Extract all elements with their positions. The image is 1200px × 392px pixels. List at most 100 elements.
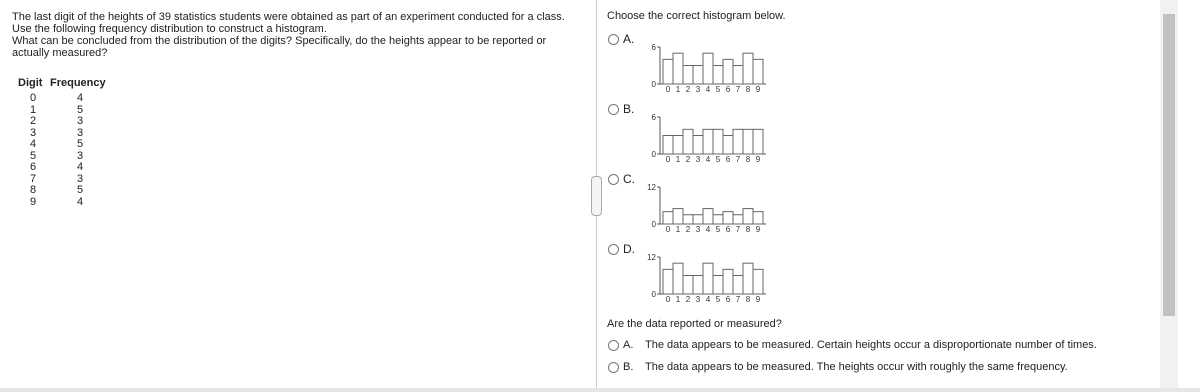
x-tick-label: 5 [716,155,721,164]
radio-button[interactable] [608,174,619,185]
table-cell: 5 [76,103,84,116]
x-tick-label: 8 [746,85,751,94]
table-cell: 4 [76,92,84,104]
x-tick-label: 2 [686,85,691,94]
radio-button[interactable] [608,340,619,351]
option-label: C. [623,172,635,186]
table-cell: 5 [29,149,37,162]
table-cell: 4 [76,161,84,173]
x-tick-label: 1 [676,155,681,164]
bar [662,268,674,295]
x-tick-label: 1 [676,295,681,304]
bar [722,135,734,155]
bar [672,262,684,295]
bar [742,262,754,295]
histogram: 060 1 2 3 4 5 6 7 8 9 [652,43,766,94]
option-label: B. [623,361,634,373]
bar [722,268,734,295]
x-tick-label: 7 [736,85,741,94]
radio-button[interactable] [608,244,619,255]
table-cell: 3 [76,126,84,139]
x-tick-label: 7 [736,295,741,304]
x-tick-label: 5 [716,295,721,304]
x-tick-label: 6 [726,155,731,164]
table-cell: 3 [76,149,84,162]
scrollbar[interactable] [1160,0,1178,388]
question-1: Choose the correct histogram below. [607,10,786,22]
bar [722,211,734,225]
x-tick-label: 0 [666,85,671,94]
table-cell: 3 [76,172,84,185]
table-cell: 3 [29,126,37,139]
bar [662,58,674,85]
x-tick-label: 3 [696,295,701,304]
bar [702,128,714,155]
bar [662,135,674,155]
histogram: 060 1 2 3 4 5 6 7 8 9 [652,113,766,164]
table-cell: 3 [76,115,84,127]
x-tick-label: 9 [756,225,761,234]
table-cell: 5 [76,184,84,196]
y-tick-label: 6 [652,43,657,52]
bar [662,211,674,225]
table-cell: 4 [29,138,37,150]
table-cell: 1 [29,103,37,116]
bar [732,275,744,295]
bar [732,128,744,155]
option-text: The data appears to be measured. The hei… [645,361,1068,373]
x-tick-label: 6 [726,225,731,234]
table-header: Digit [18,77,43,89]
x-tick-label: 2 [686,225,691,234]
x-tick-label: 3 [696,225,701,234]
x-tick-label: 8 [746,155,751,164]
x-tick-label: 1 [676,85,681,94]
x-tick-label: 2 [686,155,691,164]
x-tick-label: 7 [736,155,741,164]
option-label: A. [623,339,634,351]
radio-button[interactable] [608,362,619,373]
bar [712,214,724,225]
x-tick-label: 4 [706,225,711,234]
radio-button[interactable] [608,34,619,45]
bar [702,52,714,85]
x-tick-label: 4 [706,155,711,164]
bar [712,275,724,295]
bar [702,208,714,225]
bar [752,58,764,85]
bar [732,65,744,85]
x-tick-label: 8 [746,295,751,304]
bar [752,128,764,155]
x-tick-label: 8 [746,225,751,234]
bar [692,214,704,225]
x-tick-label: 4 [706,85,711,94]
bar [672,52,684,85]
x-tick-label: 5 [716,225,721,234]
x-tick-label: 9 [756,155,761,164]
table-cell: 2 [29,115,37,127]
table-cell: 7 [29,172,37,185]
x-tick-label: 9 [756,85,761,94]
y-tick-label: 6 [652,113,657,122]
y-tick-label: 12 [647,253,656,262]
bar [682,214,694,225]
option-label: B. [623,102,635,116]
bar [692,65,704,85]
table-cell: 9 [29,195,37,208]
bar [712,128,724,155]
scroll-thumb[interactable] [1163,14,1175,316]
bar [742,52,754,85]
bar [742,208,754,225]
bar [742,128,754,155]
y-tick-label: 0 [652,290,657,299]
x-tick-label: 4 [706,295,711,304]
bar [732,214,744,225]
x-tick-label: 1 [676,225,681,234]
bar [722,58,734,85]
divider-handle[interactable] [591,176,602,216]
radio-button[interactable] [608,104,619,115]
table-header: Frequency [50,77,106,89]
option-text: The data appears to be measured. Certain… [645,339,1097,351]
y-tick-label: 0 [652,80,657,89]
